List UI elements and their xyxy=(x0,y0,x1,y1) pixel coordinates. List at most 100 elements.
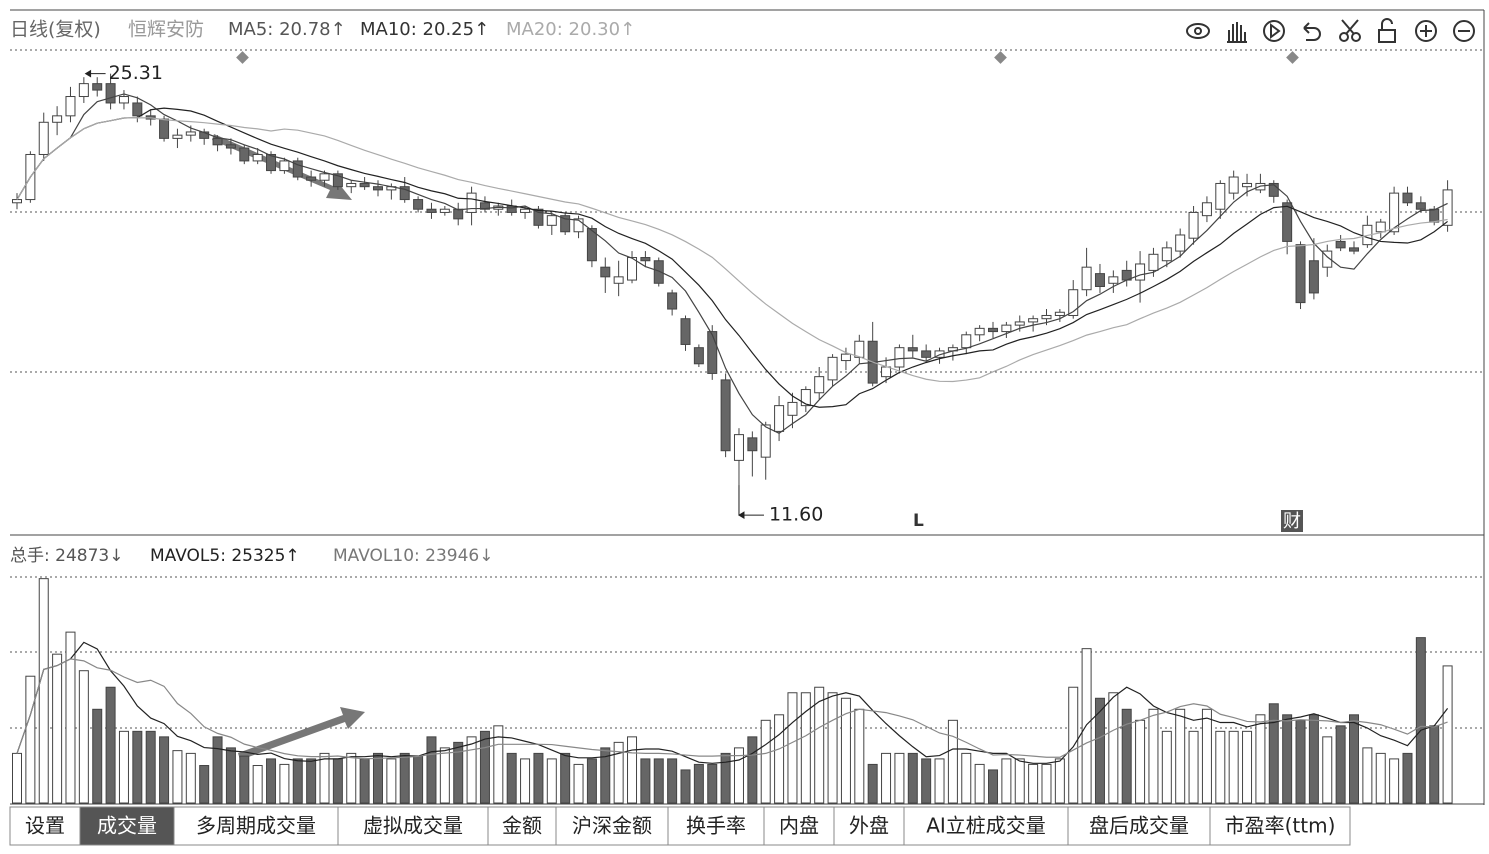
volume-bar xyxy=(1349,714,1359,804)
tab[interactable] xyxy=(903,806,1069,846)
candle-body xyxy=(372,186,383,191)
volume-bar xyxy=(132,730,143,804)
volume-bar xyxy=(1268,703,1279,804)
volume-bar xyxy=(814,686,825,804)
volume-bar xyxy=(1014,758,1025,804)
tab[interactable] xyxy=(79,806,175,846)
candle-body xyxy=(359,182,370,188)
candle-body xyxy=(1135,263,1146,281)
tab[interactable] xyxy=(487,806,557,846)
tab-label[interactable]: AI立桩成交量 xyxy=(926,814,1046,838)
candle-body xyxy=(1308,260,1319,294)
volume-bar xyxy=(533,752,544,804)
volume-bar xyxy=(760,719,771,804)
candle-body xyxy=(988,327,999,333)
tab-label[interactable]: 沪深金额 xyxy=(572,814,652,838)
candle-body xyxy=(921,350,932,358)
volume-bar xyxy=(1121,708,1132,804)
tab-label[interactable]: 外盘 xyxy=(849,814,889,838)
candle-body xyxy=(1161,247,1172,262)
tab-label[interactable]: 多周期成交量 xyxy=(196,814,316,838)
volume-bar xyxy=(319,752,330,804)
volume-bar xyxy=(1389,758,1400,804)
candle-body xyxy=(1335,240,1346,249)
tab[interactable] xyxy=(1067,806,1211,846)
tab-bar: 设置 成交量 多周期成交量 虚拟成交量 金额 沪深金额 换手率 内盘 外盘 AI立桩成交量 盘后成交… xyxy=(9,806,1351,846)
tab-label[interactable]: 换手率 xyxy=(686,814,746,838)
volume-bar xyxy=(1429,725,1440,804)
tab[interactable] xyxy=(833,806,905,846)
ma-line xyxy=(16,117,1448,383)
candle-body xyxy=(266,153,277,172)
candle-body xyxy=(1442,189,1453,226)
candle-body xyxy=(132,102,143,117)
candle-body xyxy=(1282,202,1293,242)
toolbar[interactable] xyxy=(1186,18,1475,43)
candle-body xyxy=(533,208,544,226)
tab[interactable] xyxy=(763,806,835,846)
volume-bar xyxy=(52,653,63,804)
tab[interactable] xyxy=(173,806,339,846)
volume-bar xyxy=(399,752,410,804)
candle-body xyxy=(12,199,22,204)
tab-label[interactable]: 金额 xyxy=(502,814,542,838)
ma5-label: MA5: 20.78↑ xyxy=(228,19,346,40)
candle-body xyxy=(1028,318,1039,323)
volume-bar xyxy=(613,741,624,804)
candle-body xyxy=(653,260,664,284)
volume-bar xyxy=(292,758,303,804)
candle-body xyxy=(332,173,343,188)
volume-bar xyxy=(185,752,196,804)
candle-body xyxy=(961,334,972,349)
volume-bar xyxy=(747,736,758,804)
volume-bar xyxy=(680,769,691,804)
tab-label[interactable]: 盘后成交量 xyxy=(1089,814,1189,838)
candle-body xyxy=(426,208,437,213)
tab[interactable] xyxy=(667,806,765,846)
candle-body xyxy=(894,347,905,368)
volume-bar xyxy=(840,697,851,804)
candle-body xyxy=(907,347,918,352)
mavol10-label: MAVOL10: 23946↓ xyxy=(333,546,493,566)
candle-body xyxy=(627,257,638,281)
volume-bar xyxy=(1415,637,1426,804)
candle-body xyxy=(1228,176,1239,194)
candle-body xyxy=(1322,250,1333,268)
candle-body xyxy=(1402,192,1413,204)
tab-label[interactable]: 内盘 xyxy=(779,814,819,838)
tab[interactable] xyxy=(9,806,81,846)
volume-bar xyxy=(1028,763,1039,804)
candle-body xyxy=(1148,253,1159,271)
tab[interactable] xyxy=(337,806,489,846)
volume-bar xyxy=(212,736,223,804)
volume-bar xyxy=(413,755,424,804)
volume-bar xyxy=(546,758,557,804)
mavol-line xyxy=(16,641,1449,764)
mavol-line xyxy=(16,658,1448,760)
volume-bar xyxy=(653,758,664,804)
volume-bar xyxy=(145,730,156,804)
volume-bar xyxy=(1041,763,1052,804)
candle-body xyxy=(1081,266,1092,291)
stock-name: 恒辉安防 xyxy=(128,19,204,41)
volume-bar xyxy=(1322,736,1333,804)
candle-body xyxy=(934,350,945,358)
tab-label[interactable]: 虚拟成交量 xyxy=(363,814,463,838)
candle-body xyxy=(225,144,236,149)
high-label: 25.31 xyxy=(109,62,163,84)
candle-body xyxy=(787,401,798,416)
tab[interactable] xyxy=(1209,806,1351,846)
tab-label[interactable]: 市盈率(ttm) xyxy=(1225,814,1336,838)
mavol5-label: MAVOL5: 25325↑ xyxy=(150,546,300,566)
volume-bar xyxy=(1375,752,1386,804)
tab[interactable] xyxy=(555,806,669,846)
candle-body xyxy=(199,131,210,139)
period: 日线(复权) xyxy=(10,19,101,41)
volume-bar xyxy=(12,752,22,804)
tab-label[interactable]: 成交量 xyxy=(97,814,157,838)
low-pointer xyxy=(738,485,764,520)
marker-box xyxy=(1281,510,1303,532)
candle-body xyxy=(1108,276,1119,284)
tab-label[interactable]: 设置 xyxy=(25,814,65,838)
candle-body xyxy=(118,96,129,104)
